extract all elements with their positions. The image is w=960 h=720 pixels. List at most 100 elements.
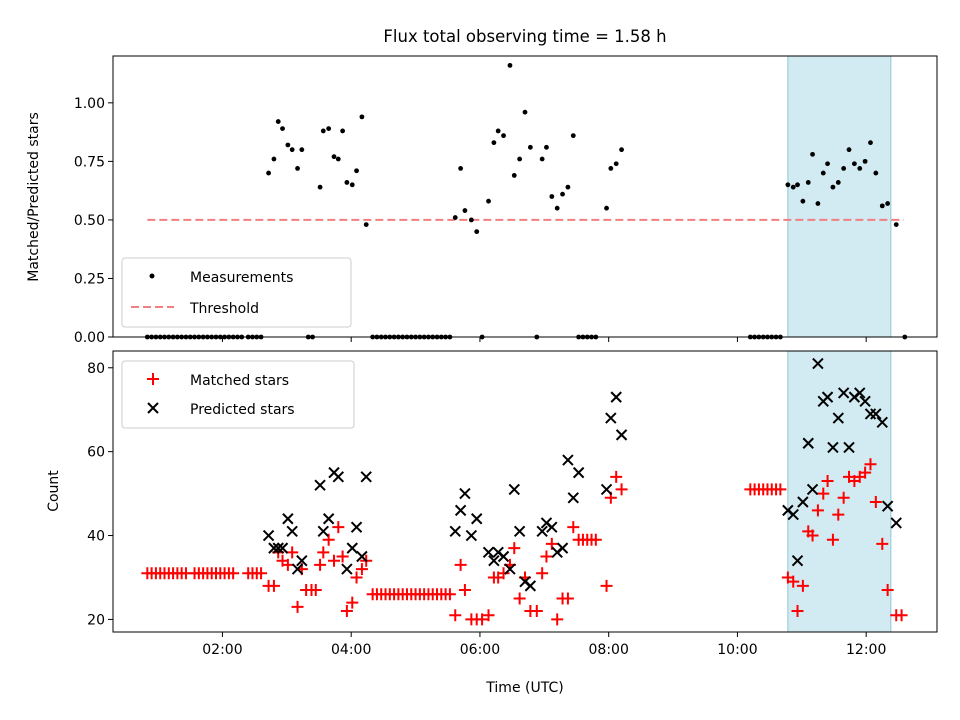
matched-star-point (832, 508, 845, 521)
measurement-point (295, 166, 300, 171)
top-legend-box (121, 257, 352, 328)
x-tick-label: 06:00 (460, 642, 500, 658)
chart-title: Flux total observing time = 1.58 h (383, 27, 666, 46)
bottom-y-axis-label: Count (46, 470, 62, 512)
measurement-point (349, 182, 355, 188)
bottom-y-tick-label: 40 (87, 529, 105, 545)
top-y-tick-label: 0.00 (74, 330, 105, 346)
measurement-point (560, 191, 565, 197)
bottom-x-ticks: 02:00 04:00 06:00 08:00 10:00 12:00 (202, 632, 886, 658)
predicted-star-point (837, 387, 850, 399)
legend-measurements-label: Measurements (190, 270, 293, 286)
predicted-star-point (360, 471, 372, 483)
measurement-point (885, 201, 891, 206)
predicted-star-point (272, 542, 284, 554)
measurement-point (841, 166, 847, 171)
matched-star-point (774, 483, 787, 496)
matched-star-point (530, 605, 543, 618)
measurement-point (507, 62, 513, 68)
predicted-star-point (332, 471, 345, 483)
top-highlight-span (787, 55, 892, 338)
predicted-star-point (812, 357, 824, 370)
measurement-point (501, 133, 506, 139)
measurement-point (468, 217, 474, 223)
predicted-star-point (791, 554, 804, 567)
top-y-tick-label: 0.50 (74, 213, 105, 229)
matched-star-point (286, 546, 299, 559)
predicted-star-point (454, 504, 467, 517)
bottom-y-tick-label: 80 (87, 361, 105, 377)
predicted-star-point (524, 580, 537, 592)
matched-star-point (600, 579, 613, 592)
measurement-point (608, 166, 614, 171)
legend-threshold-label: Threshold (189, 301, 259, 317)
matched-star-point (837, 491, 850, 504)
matched-star-point (895, 609, 908, 622)
matched-star-point (291, 600, 304, 613)
predicted-star-point (854, 387, 866, 399)
predicted-star-point (488, 554, 500, 567)
x-tick-label: 12:00 (846, 642, 886, 658)
matched-star-point (869, 495, 882, 508)
measurement-point (604, 205, 609, 211)
predicted-star-point (268, 542, 280, 554)
predicted-star-point (556, 542, 569, 554)
matched-star-point (309, 584, 322, 597)
matched-star-point (449, 609, 462, 622)
predicted-star-point (508, 483, 520, 496)
legend-predicted-marker (147, 402, 159, 414)
matched-star-point (454, 558, 467, 571)
predicted-star-point (802, 437, 814, 449)
predicted-star-points (262, 357, 902, 592)
matched-star-point (314, 558, 327, 571)
measurement-point (539, 156, 545, 162)
measurement-point (331, 154, 337, 160)
predicted-star-point (859, 395, 871, 408)
measurement-point (458, 166, 464, 171)
matched-star-point (540, 550, 553, 563)
matched-star-point (791, 605, 804, 618)
predicted-star-point (504, 563, 516, 575)
predicted-star-point (567, 492, 579, 504)
matched-star-point (227, 567, 240, 580)
predicted-star-point (350, 521, 363, 533)
measurement-point (868, 140, 873, 146)
measurement-point (462, 208, 468, 213)
matched-star-point (567, 521, 580, 534)
predicted-star-point (465, 529, 478, 542)
x-axis-label: Time (UTC) (485, 680, 563, 696)
measurement-point (271, 156, 277, 162)
measurement-point (619, 147, 624, 153)
measurement-point (825, 161, 830, 167)
top-axes-frame (112, 55, 938, 338)
top-y-tick-label: 1.00 (74, 96, 105, 112)
predicted-star-point (482, 546, 495, 559)
matched-star-point (859, 466, 872, 479)
bottom-legend-box (121, 360, 355, 429)
predicted-star-point (513, 525, 526, 538)
predicted-star-point (449, 525, 461, 538)
measurement-point (810, 151, 815, 157)
matched-star-point (610, 470, 623, 483)
matched-star-point (826, 533, 839, 546)
measurement-point (857, 166, 863, 171)
measurement-point (275, 119, 281, 124)
measurement-point (299, 147, 305, 153)
measurement-point (570, 133, 576, 139)
matched-star-point (482, 609, 495, 622)
matched-star-point (811, 504, 824, 517)
matched-star-point (332, 521, 345, 534)
top-y-tick-label: 0.25 (74, 271, 105, 287)
measurement-point (835, 180, 841, 185)
x-tick-label: 02:00 (202, 642, 242, 658)
top-panel: 0.00 0.25 0.50 0.75 1.00 Matched/Predicted s… (26, 55, 938, 346)
predicted-star-point (282, 513, 294, 525)
measurement-point (851, 161, 857, 167)
predicted-star-point (276, 542, 289, 554)
matched-star-point (796, 579, 809, 592)
measurement-point (862, 158, 868, 164)
matched-star-point (340, 605, 353, 618)
predicted-star-point (341, 563, 353, 575)
measurement-point (527, 144, 533, 150)
predicted-star-point (610, 391, 622, 403)
